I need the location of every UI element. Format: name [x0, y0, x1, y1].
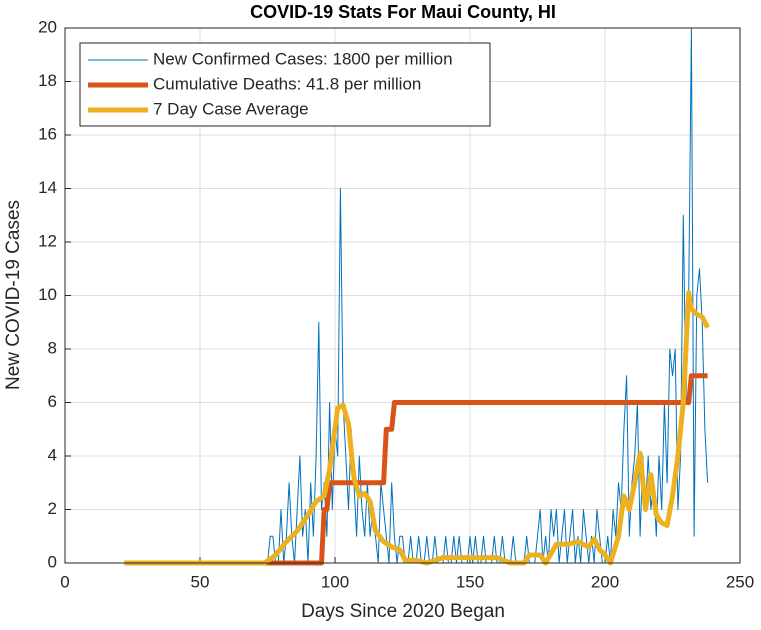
y-tick-label: 14	[38, 178, 57, 197]
x-tick-label: 50	[191, 572, 210, 591]
y-tick-label: 18	[38, 71, 57, 90]
y-tick-label: 8	[48, 338, 57, 357]
y-tick-label: 2	[48, 499, 57, 518]
y-tick-label: 4	[48, 445, 57, 464]
data-line	[124, 373, 708, 566]
y-axis-label: New COVID-19 Cases	[3, 200, 24, 390]
legend-label: Cumulative Deaths: 41.8 per million	[153, 74, 421, 93]
x-tick-label: 250	[726, 572, 754, 591]
y-tick-label: 10	[38, 285, 57, 304]
axes-box	[64, 27, 741, 564]
legend-label: 7 Day Case Average	[153, 99, 309, 118]
x-tick-label: 0	[60, 572, 69, 591]
legend-box	[79, 42, 491, 127]
y-tick-label: 0	[48, 552, 57, 571]
x-axis-label: Days Since 2020 Began	[301, 601, 505, 622]
y-tick-label: 6	[48, 392, 57, 411]
data-line	[124, 27, 709, 564]
x-tick-label: 200	[591, 572, 619, 591]
x-tick-label: 150	[456, 572, 484, 591]
y-tick-label: 12	[38, 231, 57, 250]
y-tick-label: 16	[38, 124, 57, 143]
data-line	[124, 290, 710, 566]
chart-title: COVID-19 Stats For Maui County, HI	[250, 2, 556, 22]
legend-label: New Confirmed Cases: 1800 per million	[153, 49, 453, 68]
y-tick-label: 20	[38, 17, 57, 36]
x-tick-label: 100	[321, 572, 349, 591]
